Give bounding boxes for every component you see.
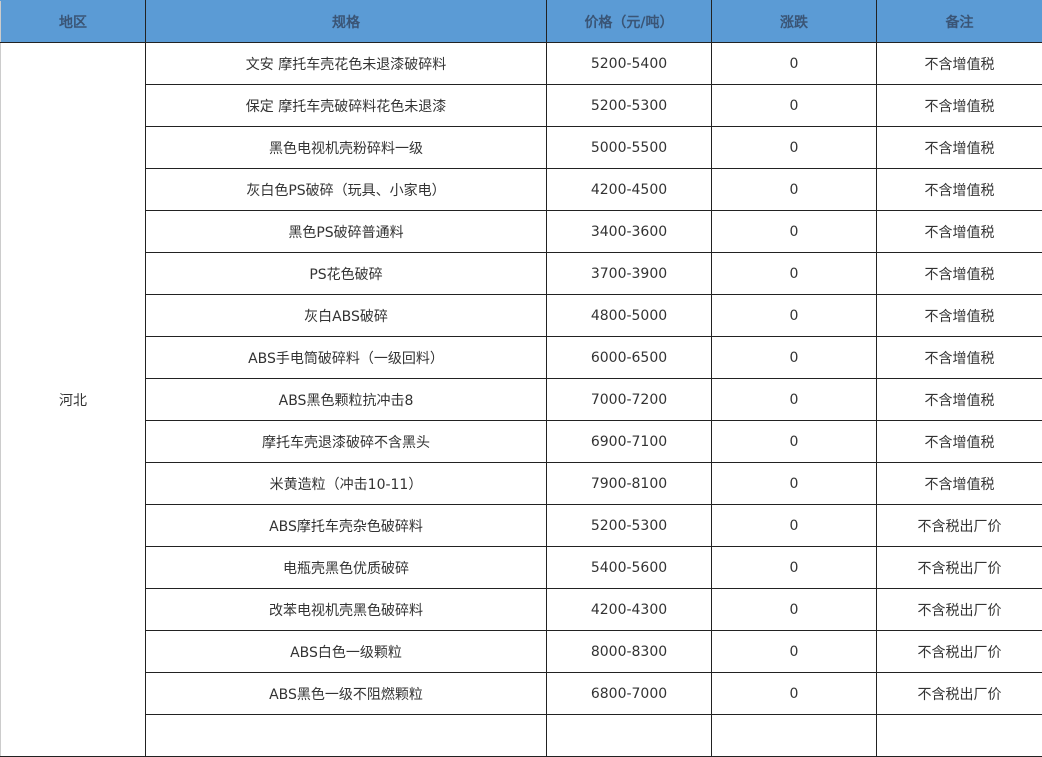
note-cell: 不含税出厂价 [876,672,1042,715]
table-row: 河北 文安 摩托车壳花色未退漆破碎料 5200-5400 0 不含增值税 [0,42,1042,757]
table-row: ABS手电筒破碎料（一级回料） 6000-6500 0 不含增值税 [1,336,1042,379]
table-row: ABS白色一级颗粒 8000-8300 0 不含税出厂价 [1,630,1042,673]
spec-cell: 黑色电视机壳粉碎料一级 [145,126,547,169]
table-row: PS花色破碎 3700-3900 0 不含增值税 [1,252,1042,295]
price-cell: 6900-7100 [546,420,712,463]
note-cell: 不含增值税 [876,378,1042,421]
note-cell: 不含增值税 [876,252,1042,295]
note-cell: 不含增值税 [876,210,1042,253]
note-cell: 不含税出厂价 [876,630,1042,673]
note-cell: 不含增值税 [876,168,1042,211]
price-cell: 6000-6500 [546,336,712,379]
price-cell: 5200-5300 [546,504,712,547]
table-row: 改苯电视机壳黑色破碎料 4200-4300 0 不含税出厂价 [1,588,1042,631]
price-cell: 7900-8100 [546,462,712,505]
header-change: 涨跌 [711,0,877,43]
change-cell: 0 [711,546,877,589]
empty-cell [711,714,877,757]
table-row: 灰白色PS破碎（玩具、小家电） 4200-4500 0 不含增值税 [1,168,1042,211]
header-row: 地区 规格 价格（元/吨） 涨跌 备注 [0,0,1042,43]
table-row: 电瓶壳黑色优质破碎 5400-5600 0 不含税出厂价 [1,546,1042,589]
price-cell: 5200-5300 [546,84,712,127]
note-cell: 不含增值税 [876,42,1042,85]
table-row: 灰白ABS破碎 4800-5000 0 不含增值税 [1,294,1042,337]
table-row: ABS黑色颗粒抗冲击8 7000-7200 0 不含增值税 [1,378,1042,421]
price-cell: 7000-7200 [546,378,712,421]
price-cell: 4200-4500 [546,168,712,211]
spec-cell: 改苯电视机壳黑色破碎料 [145,588,547,631]
change-cell: 0 [711,42,877,85]
spec-cell: ABS手电筒破碎料（一级回料） [145,336,547,379]
note-cell: 不含增值税 [876,126,1042,169]
header-region: 地区 [0,0,146,43]
change-cell: 0 [711,588,877,631]
price-cell: 3700-3900 [546,252,712,295]
change-cell: 0 [711,126,877,169]
spec-cell: 黑色PS破碎普通料 [145,210,547,253]
note-cell: 不含增值税 [876,462,1042,505]
spec-cell: 灰白ABS破碎 [145,294,547,337]
price-cell: 3400-3600 [546,210,712,253]
note-cell: 不含增值税 [876,84,1042,127]
price-cell: 5200-5400 [546,42,712,85]
header-spec: 规格 [145,0,547,43]
note-cell: 不含税出厂价 [876,504,1042,547]
table-row: ABS摩托车壳杂色破碎料 5200-5300 0 不含税出厂价 [1,504,1042,547]
change-cell: 0 [711,672,877,715]
header-note: 备注 [876,0,1042,43]
change-cell: 0 [711,630,877,673]
change-cell: 0 [711,504,877,547]
spec-cell: ABS摩托车壳杂色破碎料 [145,504,547,547]
spec-cell: 电瓶壳黑色优质破碎 [145,546,547,589]
price-cell: 8000-8300 [546,630,712,673]
spec-cell: PS花色破碎 [145,252,547,295]
empty-cell [145,714,547,757]
change-cell: 0 [711,210,877,253]
empty-cell [546,714,712,757]
region-cell: 河北 [0,42,146,757]
header-price: 价格（元/吨） [546,0,712,43]
table-row: 摩托车壳退漆破碎不含黑头 6900-7100 0 不含增值税 [1,420,1042,463]
change-cell: 0 [711,462,877,505]
change-cell: 0 [711,84,877,127]
price-cell: 6800-7000 [546,672,712,715]
price-cell: 4800-5000 [546,294,712,337]
note-cell: 不含税出厂价 [876,588,1042,631]
note-cell: 不含增值税 [876,420,1042,463]
change-cell: 0 [711,252,877,295]
price-cell: 5000-5500 [546,126,712,169]
table-row: 保定 摩托车壳破碎料花色未退漆 5200-5300 0 不含增值税 [1,84,1042,127]
change-cell: 0 [711,336,877,379]
table-row: 米黄造粒（冲击10-11） 7900-8100 0 不含增值税 [1,462,1042,505]
spec-cell: ABS黑色一级不阻燃颗粒 [145,672,547,715]
price-cell: 4200-4300 [546,588,712,631]
table-row: 黑色电视机壳粉碎料一级 5000-5500 0 不含增值税 [1,126,1042,169]
empty-row [1,714,1042,757]
spec-cell: ABS白色一级颗粒 [145,630,547,673]
spec-cell: 文安 摩托车壳花色未退漆破碎料 [145,42,547,85]
change-cell: 0 [711,294,877,337]
price-cell: 5400-5600 [546,546,712,589]
change-cell: 0 [711,378,877,421]
spec-cell: 米黄造粒（冲击10-11） [145,462,547,505]
spec-cell: 摩托车壳退漆破碎不含黑头 [145,420,547,463]
note-cell: 不含税出厂价 [876,546,1042,589]
spec-cell: 保定 摩托车壳破碎料花色未退漆 [145,84,547,127]
table-row: ABS黑色一级不阻燃颗粒 6800-7000 0 不含税出厂价 [1,672,1042,715]
spec-cell: 灰白色PS破碎（玩具、小家电） [145,168,547,211]
note-cell: 不含增值税 [876,294,1042,337]
note-cell: 不含增值税 [876,336,1042,379]
empty-cell [876,714,1042,757]
change-cell: 0 [711,168,877,211]
change-cell: 0 [711,420,877,463]
spec-cell: ABS黑色颗粒抗冲击8 [145,378,547,421]
table-row: 黑色PS破碎普通料 3400-3600 0 不含增值税 [1,210,1042,253]
